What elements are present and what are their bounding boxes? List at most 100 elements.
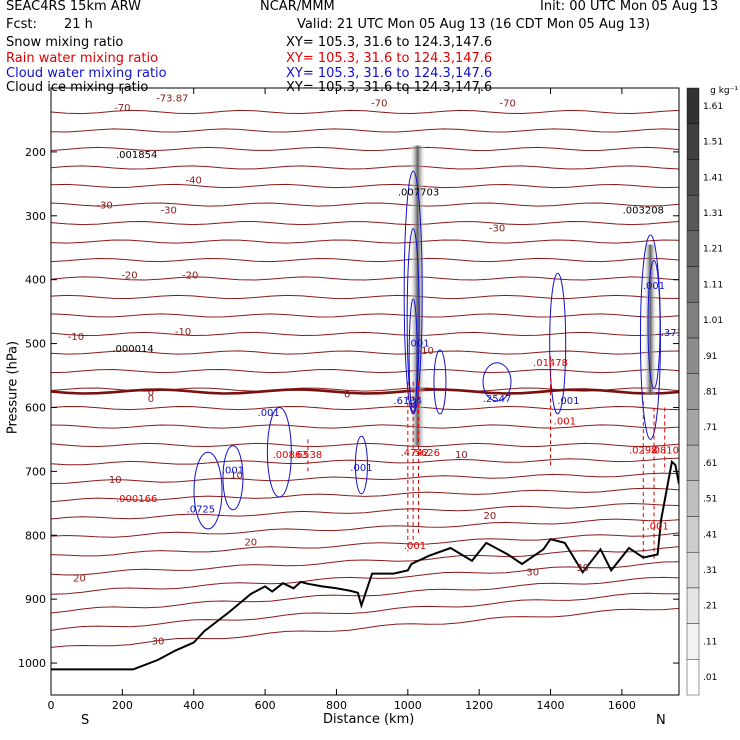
rain-water-contours: [307, 356, 666, 561]
isotherm-line: [51, 532, 679, 557]
temperature-label: -20: [121, 271, 137, 282]
isotherm-line: [51, 183, 679, 189]
snow-plume-core: [409, 145, 426, 446]
colorbar-swatch: [686, 230, 700, 267]
colorbar-label: .91: [703, 352, 717, 362]
colorbar-swatch: [686, 444, 700, 481]
temperature-label: 20: [484, 511, 497, 522]
x-axis-title: Distance (km): [323, 712, 415, 727]
cloud-water-contour: [406, 228, 420, 408]
y-tick-label: 800: [25, 529, 46, 542]
colorbar-label: .11: [703, 637, 717, 647]
temperature-label: -70: [500, 99, 516, 110]
y-tick-label: 1000: [18, 657, 46, 670]
isotherm-line: [51, 405, 679, 411]
isotherm-line: [51, 457, 679, 466]
temperature-label: -20: [182, 271, 198, 282]
isotherm-line: [51, 592, 679, 631]
colorbar-label: 1.51: [703, 138, 723, 148]
isotherm-line: [51, 128, 679, 133]
extremum-label: .4742: [401, 448, 430, 459]
y-axis-title: Pressure (hPa): [5, 340, 21, 435]
terrain-line: [51, 459, 679, 671]
fcst-label: Fcst:: [6, 17, 37, 32]
cloud-water-contour: [222, 445, 244, 511]
y-tick-label: 900: [25, 593, 46, 606]
extremum-label: .0725: [187, 504, 216, 515]
model-title: SEAC4RS 15km ARW: [6, 0, 142, 14]
extremum-label: .001: [258, 408, 280, 419]
isotherm-line: [51, 607, 679, 648]
extremum-label: .001854: [116, 150, 157, 161]
isotherm-line: [51, 368, 679, 374]
temperature-label: -40: [186, 175, 202, 186]
x-tick-label: 1600: [608, 699, 636, 712]
temperature-label: 20: [73, 573, 86, 584]
field-xy-snow: XY= 105.3, 31.6 to 124.3,147.6: [286, 35, 493, 50]
isotherm-line: [51, 257, 679, 263]
cloud-water-contour: [549, 272, 567, 415]
y-tick-label: 600: [25, 401, 46, 414]
x-tick-label: 1000: [394, 699, 422, 712]
extremum-label: .007703: [398, 188, 439, 199]
y-tick-label: 500: [25, 338, 46, 351]
colorbar-swatch: [686, 302, 700, 339]
temperature-contours: [51, 109, 679, 648]
extremum-label: .2547: [483, 394, 512, 405]
isotherm-line: [51, 350, 679, 355]
colorbar-swatch: [686, 159, 700, 196]
cloud-water-contour: [193, 451, 223, 530]
south-label: S: [81, 713, 90, 728]
temperature-label: -30: [489, 223, 505, 234]
isotherm-line: [51, 424, 679, 429]
north-label: N: [656, 713, 666, 728]
init-time: Init: 00 UTC Mon 05 Aug 13: [540, 0, 719, 14]
colorbar-label: .51: [703, 495, 717, 505]
colorbar-label: .31: [703, 566, 717, 576]
temperature-label: 20: [244, 538, 257, 549]
isotherm-line: [51, 202, 679, 207]
temperature-label: -30: [96, 200, 112, 211]
cloud-water-contour: [433, 349, 447, 415]
x-tick-label: 600: [255, 699, 276, 712]
extremum-label: .01478: [533, 358, 568, 369]
extremum-label: .001: [643, 281, 665, 292]
colorbar-swatch: [686, 266, 700, 303]
extremum-label: .000166: [116, 494, 157, 505]
isotherm-line: [51, 276, 679, 281]
temperature-label: 30: [576, 563, 589, 574]
colorbar-label: .61: [703, 459, 717, 469]
temperature-label: 0: [148, 394, 154, 405]
colorbar-label: 1.01: [703, 316, 723, 326]
valid-time: Valid: 21 UTC Mon 05 Aug 13 (16 CDT Mon …: [297, 17, 651, 32]
y-tick-label: 700: [25, 465, 46, 478]
extremum-label: .001: [407, 338, 429, 349]
field-xy-rain: XY= 105.3, 31.6 to 124.3,147.6: [286, 51, 493, 66]
cloud-water-contour: [266, 406, 292, 498]
cloud-water-contour: [482, 362, 512, 402]
plot-frame: [50, 87, 680, 696]
temperature-label: 30: [526, 568, 539, 579]
extremum-label: .6134: [393, 396, 422, 407]
x-tick-label: 800: [326, 699, 347, 712]
temperature-label: -10: [417, 346, 433, 357]
freezing-level-label: 0: [148, 388, 154, 399]
contour-labels: -73.87 -70 -70 -70 -40 -30 -30 -30 -20 -20 -10 -10 -…: [68, 94, 679, 648]
isotherm-line: [51, 239, 679, 244]
extremum-label: .00863: [273, 450, 308, 461]
colorbar-swatch: [686, 194, 700, 232]
cloud-water-contours: [193, 170, 661, 530]
extremum-label: .001: [222, 465, 244, 476]
extremum-label: .000014: [112, 344, 153, 355]
cloud-water-contour: [639, 234, 661, 440]
y-tick-label: 200: [25, 146, 46, 159]
temperature-label: -70: [114, 103, 130, 114]
colorbar-swatch: [686, 659, 700, 696]
extremum-label: .001: [557, 396, 579, 407]
colorbar-swatch: [686, 623, 700, 660]
isotherm-line: [51, 109, 679, 115]
colorbar-swatch: [686, 587, 700, 624]
isotherm-line: [51, 146, 679, 152]
colorbar-label: 1.21: [703, 245, 723, 255]
isotherm-line: [51, 487, 679, 503]
